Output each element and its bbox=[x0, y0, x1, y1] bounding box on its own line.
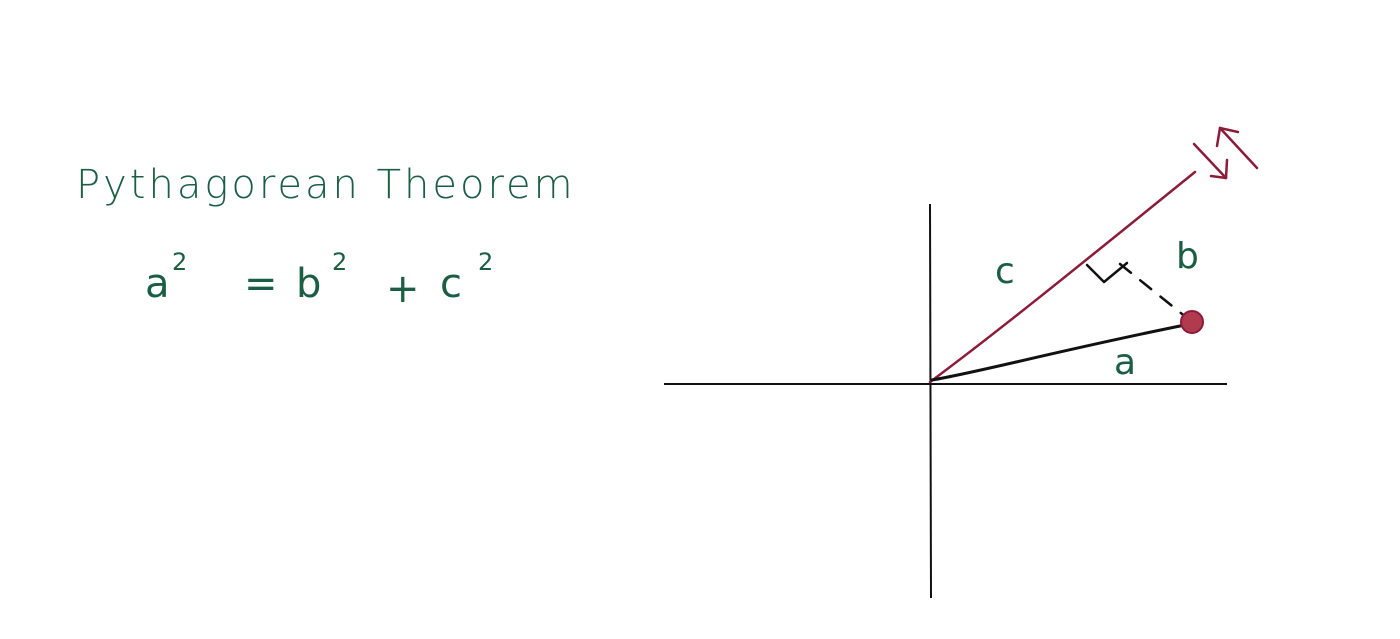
formula-a: a bbox=[145, 261, 170, 307]
vector-c-line bbox=[928, 170, 1197, 384]
label-c: c bbox=[995, 251, 1015, 292]
title-text: Pythagorean Theorem bbox=[76, 162, 576, 208]
projection-b-dashed bbox=[1118, 262, 1194, 324]
axes bbox=[664, 203, 1227, 599]
formula-c-exp: 2 bbox=[478, 248, 493, 276]
y-axis bbox=[929, 203, 932, 599]
formula-c: c bbox=[440, 261, 462, 307]
point-marker bbox=[1180, 310, 1204, 334]
label-a: a bbox=[1114, 342, 1136, 383]
label-b: b bbox=[1176, 236, 1199, 277]
formula-b: b bbox=[296, 261, 321, 307]
formula-plus: + bbox=[386, 266, 420, 312]
vector-a-line bbox=[930, 322, 1192, 382]
formula-a-exp: 2 bbox=[172, 248, 187, 276]
double-arrow-icon bbox=[1192, 126, 1259, 180]
formula-equals: = bbox=[244, 261, 278, 307]
right-angle-marker bbox=[1085, 261, 1129, 284]
formula: a 2 = b 2 + c 2 bbox=[145, 248, 493, 312]
formula-b-exp: 2 bbox=[332, 248, 347, 276]
